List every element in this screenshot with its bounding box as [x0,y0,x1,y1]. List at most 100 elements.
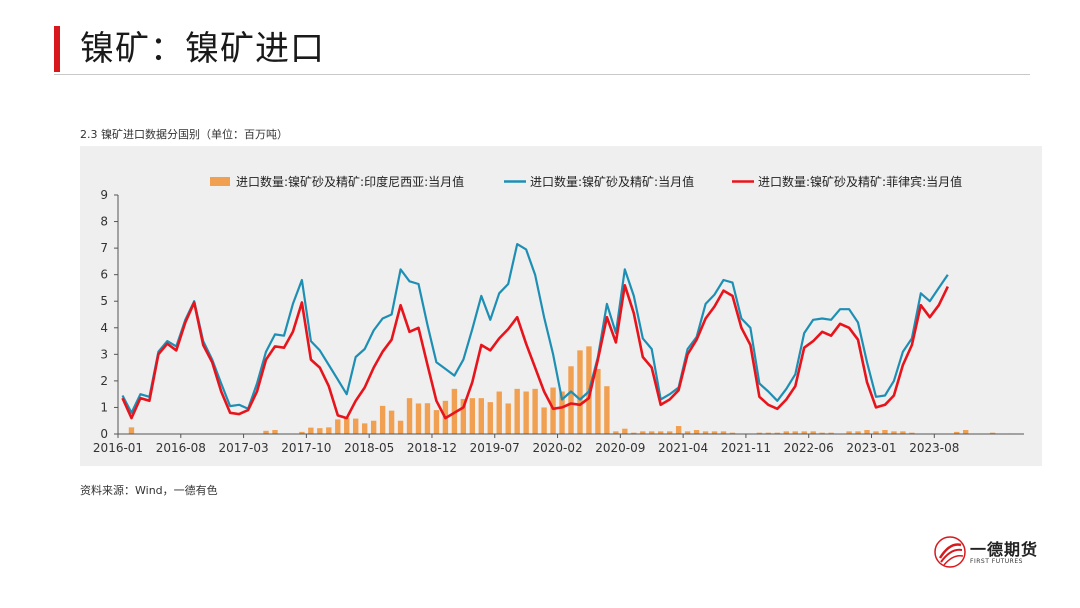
bar [900,431,906,434]
bar [397,420,404,434]
bar [317,428,323,434]
chart-subtitle: 2.3 镍矿进口数据分国别（单位：百万吨） [80,128,288,141]
bar [487,402,493,434]
bar [989,432,996,434]
x-tick-label: 2021-04 [658,441,708,455]
bar [595,368,601,434]
bar [335,419,341,434]
bar [505,403,511,434]
bar [711,431,718,434]
chart-legend: 进口数量:镍矿砂及精矿:印度尼西亚:当月值 进口数量:镍矿砂及精矿:当月值 进口数量… [210,174,962,189]
bar [658,431,664,434]
bar [909,432,915,434]
y-axis: 0 1 2 3 4 5 6 7 8 9 [100,188,119,441]
bar [523,391,529,434]
bar [344,418,350,434]
bar [604,386,610,434]
y-tick-label: 8 [100,215,108,229]
bar [361,423,368,434]
bar [693,430,700,434]
y-tick-label: 6 [100,268,108,282]
x-tick-label: 2023-01 [846,441,896,455]
bar [128,427,135,434]
bar [326,427,332,434]
x-tick-label: 2016-08 [156,441,206,455]
bar [649,431,655,434]
bar [469,398,476,434]
logo-name: 一德期货 [970,540,1039,559]
bar [640,431,646,434]
company-logo: 一德期货 FIRST FUTURES [934,534,1044,570]
bar [774,432,781,434]
x-tick-label: 2023-08 [909,441,959,455]
bar [308,427,314,434]
bar [873,431,879,434]
bar [891,431,897,434]
y-tick-label: 4 [100,321,108,335]
bar [577,350,583,434]
title-divider [54,74,1030,75]
bar [559,391,565,434]
chart-panel: 进口数量:镍矿砂及精矿:印度尼西亚:当月值 进口数量:镍矿砂及精矿:当月值 进口数量… [80,146,1042,466]
x-tick-label: 2017-03 [219,441,269,455]
nickel-import-chart: 进口数量:镍矿砂及精矿:印度尼西亚:当月值 进口数量:镍矿砂及精矿:当月值 进口数量… [93,174,1024,455]
x-axis: 2016-01 2016-08 2017-03 2017-10 2018-05 2018-… [93,433,1024,455]
bar [882,430,888,434]
y-tick-label: 3 [100,347,108,361]
bar [550,387,556,434]
line-total [121,242,949,414]
bar [406,398,413,434]
first-futures-logo-icon [934,536,966,568]
bar-series [128,346,1014,434]
bar [666,431,673,434]
y-tick-label: 7 [100,241,108,255]
bar [792,431,798,434]
bar [263,430,269,434]
bar [299,431,305,434]
bar [756,432,763,434]
bar [622,428,628,434]
bar [424,403,431,434]
bar [819,432,825,434]
x-tick-label: 2022-06 [784,441,834,455]
x-tick-label: 2018-05 [344,441,394,455]
x-tick-label: 2020-02 [532,441,582,455]
bar [379,405,386,434]
page-title: 镍矿：镍矿进口 [80,29,325,69]
bar [478,398,484,434]
source-note: 资料来源：Wind，一德有色 [80,484,218,497]
bar [532,388,538,434]
x-tick-label: 2017-10 [281,441,331,455]
bar [631,432,637,434]
bar [568,366,574,434]
legend-swatch-bar [210,177,230,186]
legend-label: 进口数量:镍矿砂及精矿:菲律宾:当月值 [758,174,962,189]
title-accent-bar [54,26,60,72]
bar [702,431,709,434]
bar [514,388,520,434]
bar [370,420,377,434]
bar [433,410,440,434]
x-tick-label: 2021-11 [721,441,771,455]
x-tick-label: 2019-07 [470,441,520,455]
bar [846,431,852,434]
bar [828,432,834,434]
line-philippines [121,284,949,420]
line-series [121,242,949,420]
y-tick-label: 1 [100,400,108,414]
bar [613,431,619,434]
bar [765,432,772,434]
x-tick-label: 2018-12 [407,441,457,455]
y-tick-label: 9 [100,188,108,202]
bar [963,430,969,434]
y-tick-label: 5 [100,294,108,308]
bar [496,391,502,434]
bar [729,432,736,434]
bar [783,431,789,434]
legend-label: 进口数量:镍矿砂及精矿:印度尼西亚:当月值 [236,174,464,189]
y-tick-label: 2 [100,374,108,388]
bar [353,418,359,434]
bar [810,431,816,434]
bar [801,431,807,434]
bar [864,430,870,434]
